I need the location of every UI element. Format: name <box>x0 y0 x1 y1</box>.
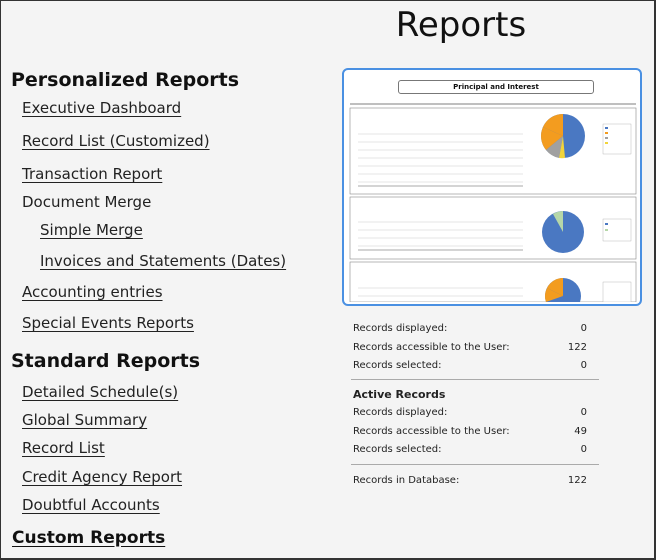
simple-merge-link[interactable]: Simple Merge <box>40 221 143 239</box>
active-records-selected-value: 0 <box>580 444 587 455</box>
personalized-reports-heading: Personalized Reports <box>11 69 240 91</box>
active-records-accessible-value: 49 <box>574 426 587 437</box>
records-in-database-value: 122 <box>567 475 587 486</box>
detailed-schedule-link[interactable]: Detailed Schedule(s) <box>22 383 179 401</box>
special-events-reports-link[interactable]: Special Events Reports <box>22 314 194 332</box>
records-displayed-value: 0 <box>580 323 587 334</box>
invoices-statements-link[interactable]: Invoices and Statements (Dates) <box>40 252 287 270</box>
active-records-displayed-value: 0 <box>580 407 587 418</box>
record-list-link[interactable]: Record List <box>22 439 105 457</box>
stats-divider-1 <box>351 379 599 380</box>
records-accessible-value: 122 <box>567 342 587 353</box>
page-title: Reports <box>395 5 527 45</box>
stats-divider-2 <box>351 464 599 465</box>
accounting-entries-link[interactable]: Accounting entries <box>22 283 163 301</box>
global-summary-link[interactable]: Global Summary <box>22 411 148 429</box>
executive-dashboard-link[interactable]: Executive Dashboard <box>22 99 182 117</box>
active-records-heading: Active Records <box>353 388 446 401</box>
report-preview-thumbnail[interactable]: Principal and Interest <box>342 68 642 306</box>
records-accessible-label: Records accessible to the User: <box>353 342 510 353</box>
preview-title: Principal and Interest <box>398 80 594 94</box>
records-selected-label: Records selected: <box>353 360 442 371</box>
doubtful-accounts-link[interactable]: Doubtful Accounts <box>22 496 160 514</box>
active-records-selected-label: Records selected: <box>353 444 442 455</box>
records-displayed-label: Records displayed: <box>353 323 448 334</box>
transaction-report-link[interactable]: Transaction Report <box>22 165 163 183</box>
records-in-database-label: Records in Database: <box>353 475 460 486</box>
active-records-accessible-label: Records accessible to the User: <box>353 426 510 437</box>
records-selected-value: 0 <box>580 360 587 371</box>
credit-agency-report-link[interactable]: Credit Agency Report <box>22 468 183 486</box>
active-records-displayed-label: Records displayed: <box>353 407 448 418</box>
preview-report-graphic <box>349 103 637 302</box>
record-list-customized-link[interactable]: Record List (Customized) <box>22 132 210 150</box>
report-preview-image: Principal and Interest <box>348 74 638 302</box>
custom-reports-link[interactable]: Custom Reports <box>12 528 166 548</box>
document-merge-label: Document Merge <box>22 193 152 211</box>
standard-reports-heading: Standard Reports <box>11 350 201 372</box>
